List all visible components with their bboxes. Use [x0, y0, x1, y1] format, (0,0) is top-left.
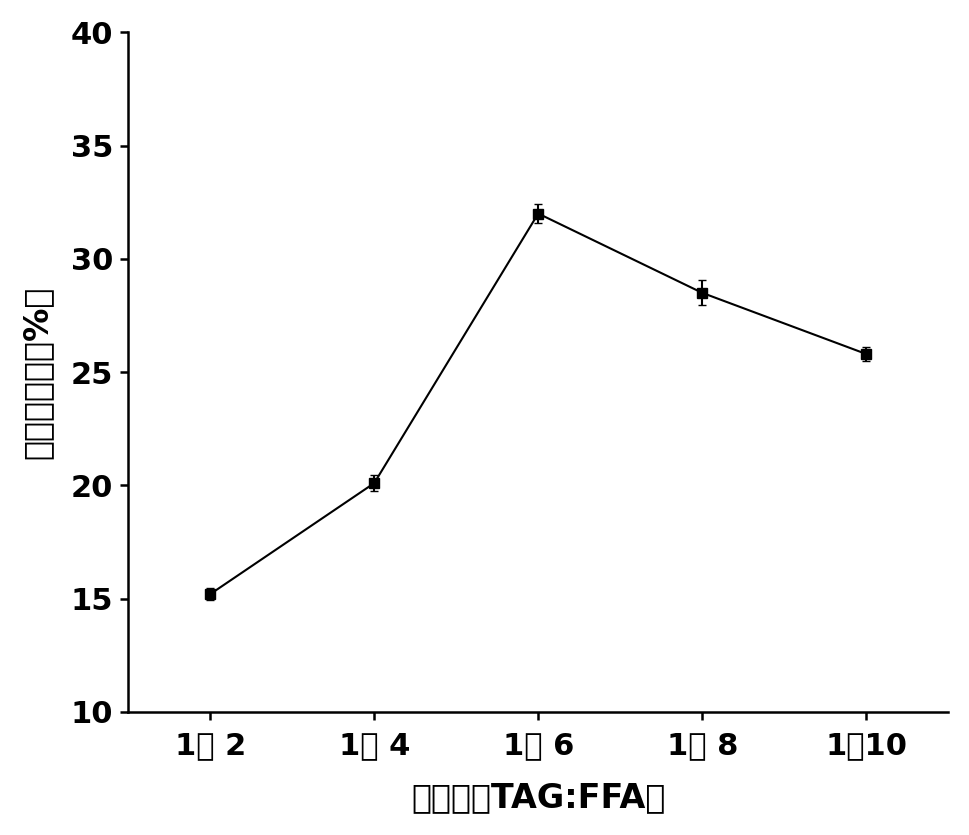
X-axis label: 摩尔比（TAG:FFA）: 摩尔比（TAG:FFA）: [411, 782, 666, 814]
Y-axis label: 辛酸插入率（%）: 辛酸插入率（%）: [20, 286, 54, 458]
